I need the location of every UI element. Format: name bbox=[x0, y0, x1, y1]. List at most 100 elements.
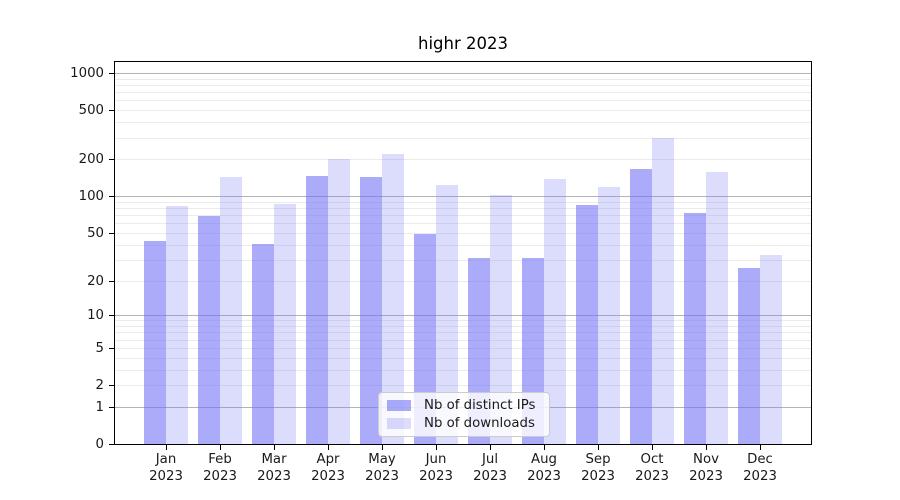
y-tick-label: 50 bbox=[87, 225, 104, 241]
y-tick-mark bbox=[108, 159, 114, 161]
gridline-minor bbox=[114, 122, 812, 124]
bar-downloads-jul bbox=[490, 194, 513, 445]
gridline-minor bbox=[114, 320, 812, 322]
x-tick-label: Dec 2023 bbox=[730, 452, 790, 485]
x-tick-month: Jan bbox=[155, 452, 177, 467]
x-tick-label: Apr 2023 bbox=[298, 452, 358, 485]
y-tick-label: 500 bbox=[78, 103, 104, 119]
legend: Nb of distinct IPs Nb of downloads bbox=[378, 392, 550, 437]
x-tick-label: Aug 2023 bbox=[514, 452, 574, 485]
x-tick-mark bbox=[759, 445, 761, 450]
y-tick-mark bbox=[108, 444, 114, 445]
y-tick-mark bbox=[108, 385, 114, 386]
gridline-major bbox=[114, 315, 812, 317]
y-tick-label: 200 bbox=[78, 152, 104, 168]
gridline-minor bbox=[114, 201, 812, 203]
gridline-minor bbox=[114, 332, 812, 334]
bar-distinct-ips-jun bbox=[413, 234, 436, 445]
bar-downloads-feb bbox=[220, 176, 243, 445]
x-tick-year: 2023 bbox=[689, 468, 723, 484]
legend-item-downloads: Nb of downloads bbox=[387, 416, 541, 431]
gridline-minor bbox=[114, 385, 812, 386]
bar-distinct-ips-dec bbox=[737, 267, 760, 445]
x-tick-year: 2023 bbox=[527, 468, 561, 484]
bar-distinct-ips-jan bbox=[143, 241, 166, 445]
x-tick-month: Oct bbox=[640, 452, 664, 467]
x-tick-month: Jun bbox=[425, 452, 447, 467]
x-tick-month: Jul bbox=[481, 452, 499, 467]
gridline-minor bbox=[114, 85, 812, 87]
x-tick-year: 2023 bbox=[149, 468, 183, 484]
bar-downloads-mar bbox=[274, 203, 297, 445]
bar-downloads-jan bbox=[166, 205, 189, 445]
x-tick-month: May bbox=[368, 452, 396, 467]
x-tick-label: Sep 2023 bbox=[568, 452, 628, 485]
x-tick-mark bbox=[327, 445, 329, 450]
x-tick-year: 2023 bbox=[365, 468, 399, 484]
gridline-minor bbox=[114, 347, 812, 349]
y-tick-label: 10 bbox=[87, 308, 104, 324]
y-tick-label: 5 bbox=[95, 340, 104, 356]
legend-swatch-distinct-ips-icon bbox=[387, 400, 411, 412]
y-tick-label: 20 bbox=[87, 273, 104, 289]
bar-downloads-may bbox=[382, 153, 405, 445]
x-tick-mark bbox=[705, 445, 707, 450]
bar-downloads-nov bbox=[706, 171, 729, 445]
x-tick-mark bbox=[219, 445, 221, 450]
x-tick-label: Mar 2023 bbox=[244, 452, 304, 485]
gridline-minor bbox=[114, 232, 812, 234]
x-tick-label: Oct 2023 bbox=[622, 452, 682, 485]
gridline-minor bbox=[114, 339, 812, 341]
gridline-minor bbox=[114, 208, 812, 210]
y-tick-mark bbox=[108, 315, 114, 317]
x-tick-mark bbox=[651, 445, 653, 450]
y-tick-label: 1 bbox=[95, 399, 104, 415]
gridline-minor bbox=[114, 137, 812, 139]
x-tick-label: Jun 2023 bbox=[406, 452, 466, 485]
x-tick-label: Jul 2023 bbox=[460, 452, 520, 485]
y-tick-mark bbox=[108, 110, 114, 112]
bar-downloads-apr bbox=[328, 158, 351, 445]
x-tick-year: 2023 bbox=[419, 468, 453, 484]
gridline-minor bbox=[114, 326, 812, 328]
bar-distinct-ips-sep bbox=[575, 205, 598, 445]
y-tick-mark bbox=[108, 73, 114, 75]
gridline-minor bbox=[114, 100, 812, 102]
chart-title: highr 2023 bbox=[418, 34, 508, 53]
x-tick-mark bbox=[381, 445, 383, 450]
gridline-major bbox=[114, 196, 812, 198]
bar-distinct-ips-nov bbox=[683, 212, 706, 445]
y-tick-mark bbox=[108, 280, 114, 282]
bar-distinct-ips-feb bbox=[197, 215, 220, 445]
x-tick-mark bbox=[489, 445, 491, 450]
legend-label: Nb of downloads bbox=[424, 415, 535, 431]
bar-downloads-dec bbox=[760, 255, 783, 445]
bar-distinct-ips-apr bbox=[305, 176, 328, 445]
x-tick-label: Nov 2023 bbox=[676, 452, 736, 485]
gridline-minor bbox=[114, 159, 812, 161]
legend-item-distinct-ips: Nb of distinct IPs bbox=[387, 398, 541, 413]
bar-downloads-aug bbox=[544, 179, 567, 445]
gridline-minor bbox=[114, 259, 812, 261]
x-tick-year: 2023 bbox=[473, 468, 507, 484]
x-tick-month: Aug bbox=[531, 452, 557, 467]
y-tick-mark bbox=[108, 196, 114, 198]
gridline-minor bbox=[114, 92, 812, 94]
y-tick-label: 1000 bbox=[70, 66, 104, 82]
y-tick-mark bbox=[108, 347, 114, 349]
x-tick-year: 2023 bbox=[743, 468, 777, 484]
x-tick-mark bbox=[543, 445, 545, 450]
bar-downloads-jun bbox=[436, 184, 459, 445]
gridline-minor bbox=[114, 280, 812, 282]
x-tick-mark bbox=[165, 445, 167, 450]
gridline-minor bbox=[114, 369, 812, 371]
gridline-minor bbox=[114, 223, 812, 225]
gridline-minor bbox=[114, 215, 812, 217]
x-tick-year: 2023 bbox=[581, 468, 615, 484]
x-tick-label: Feb 2023 bbox=[190, 452, 250, 485]
x-tick-month: Sep bbox=[585, 452, 611, 467]
bar-downloads-sep bbox=[598, 187, 621, 445]
gridline-major bbox=[114, 73, 812, 75]
x-tick-mark bbox=[597, 445, 599, 450]
bar-distinct-ips-mar bbox=[251, 243, 274, 445]
